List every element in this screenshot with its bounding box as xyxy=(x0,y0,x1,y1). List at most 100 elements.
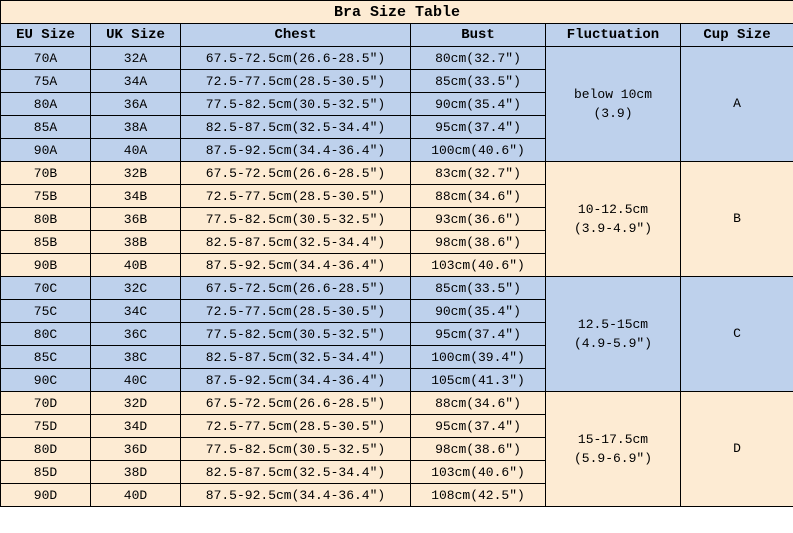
cell-eu: 70C xyxy=(1,277,91,300)
cell-eu: 85C xyxy=(1,346,91,369)
header-chest: Chest xyxy=(181,24,411,47)
cell-eu: 80D xyxy=(1,438,91,461)
cell-bust: 95cm(37.4") xyxy=(411,116,546,139)
cell-uk: 32D xyxy=(91,392,181,415)
cell-bust: 88cm(34.6") xyxy=(411,392,546,415)
cell-chest: 77.5-82.5cm(30.5-32.5") xyxy=(181,208,411,231)
cell-chest: 67.5-72.5cm(26.6-28.5") xyxy=(181,392,411,415)
cell-bust: 103cm(40.6") xyxy=(411,461,546,484)
cell-bust: 83cm(32.7") xyxy=(411,162,546,185)
header-row: EU Size UK Size Chest Bust Fluctuation C… xyxy=(1,24,793,47)
cell-uk: 40D xyxy=(91,484,181,507)
cell-bust: 105cm(41.3") xyxy=(411,369,546,392)
cell-fluctuation: 12.5-15cm(4.9-5.9") xyxy=(546,277,681,392)
cell-uk: 38A xyxy=(91,116,181,139)
table-row: 70D32D67.5-72.5cm(26.6-28.5")88cm(34.6")… xyxy=(1,392,793,415)
cell-chest: 72.5-77.5cm(28.5-30.5") xyxy=(181,415,411,438)
header-cup: Cup Size xyxy=(681,24,793,47)
cell-uk: 34D xyxy=(91,415,181,438)
cell-chest: 87.5-92.5cm(34.4-36.4") xyxy=(181,254,411,277)
cell-eu: 75D xyxy=(1,415,91,438)
cell-bust: 98cm(38.6") xyxy=(411,231,546,254)
cell-chest: 87.5-92.5cm(34.4-36.4") xyxy=(181,139,411,162)
cell-chest: 77.5-82.5cm(30.5-32.5") xyxy=(181,93,411,116)
cell-uk: 38C xyxy=(91,346,181,369)
cell-uk: 36B xyxy=(91,208,181,231)
cell-cup: A xyxy=(681,47,793,162)
cell-eu: 90C xyxy=(1,369,91,392)
cell-uk: 36D xyxy=(91,438,181,461)
cell-cup: C xyxy=(681,277,793,392)
cell-chest: 72.5-77.5cm(28.5-30.5") xyxy=(181,185,411,208)
cell-uk: 36A xyxy=(91,93,181,116)
header-fluctuation: Fluctuation xyxy=(546,24,681,47)
cell-bust: 85cm(33.5") xyxy=(411,277,546,300)
cell-eu: 75B xyxy=(1,185,91,208)
table-row: 70A32A67.5-72.5cm(26.6-28.5")80cm(32.7")… xyxy=(1,47,793,70)
cell-eu: 85D xyxy=(1,461,91,484)
cell-bust: 108cm(42.5") xyxy=(411,484,546,507)
cell-bust: 100cm(39.4") xyxy=(411,346,546,369)
header-uk: UK Size xyxy=(91,24,181,47)
cell-uk: 34A xyxy=(91,70,181,93)
cell-chest: 87.5-92.5cm(34.4-36.4") xyxy=(181,369,411,392)
cell-bust: 103cm(40.6") xyxy=(411,254,546,277)
cell-eu: 75A xyxy=(1,70,91,93)
cell-chest: 67.5-72.5cm(26.6-28.5") xyxy=(181,277,411,300)
cell-fluctuation: 10-12.5cm(3.9-4.9") xyxy=(546,162,681,277)
cell-uk: 38D xyxy=(91,461,181,484)
cell-cup: D xyxy=(681,392,793,507)
cell-uk: 34B xyxy=(91,185,181,208)
cell-chest: 67.5-72.5cm(26.6-28.5") xyxy=(181,162,411,185)
cell-eu: 80A xyxy=(1,93,91,116)
cell-uk: 40A xyxy=(91,139,181,162)
cell-bust: 90cm(35.4") xyxy=(411,300,546,323)
cell-chest: 77.5-82.5cm(30.5-32.5") xyxy=(181,438,411,461)
title-row: Bra Size Table xyxy=(1,1,793,24)
cell-uk: 32A xyxy=(91,47,181,70)
cell-bust: 93cm(36.6") xyxy=(411,208,546,231)
cell-bust: 95cm(37.4") xyxy=(411,323,546,346)
cell-cup: B xyxy=(681,162,793,277)
cell-chest: 82.5-87.5cm(32.5-34.4") xyxy=(181,116,411,139)
table-title: Bra Size Table xyxy=(1,1,793,24)
cell-uk: 34C xyxy=(91,300,181,323)
cell-eu: 85B xyxy=(1,231,91,254)
cell-uk: 40C xyxy=(91,369,181,392)
cell-eu: 85A xyxy=(1,116,91,139)
cell-bust: 85cm(33.5") xyxy=(411,70,546,93)
cell-uk: 32C xyxy=(91,277,181,300)
cell-chest: 77.5-82.5cm(30.5-32.5") xyxy=(181,323,411,346)
cell-uk: 36C xyxy=(91,323,181,346)
cell-bust: 100cm(40.6") xyxy=(411,139,546,162)
cell-uk: 32B xyxy=(91,162,181,185)
header-eu: EU Size xyxy=(1,24,91,47)
cell-uk: 38B xyxy=(91,231,181,254)
size-table-wrap: Bra Size Table EU Size UK Size Chest Bus… xyxy=(0,0,793,533)
cell-eu: 75C xyxy=(1,300,91,323)
cell-uk: 40B xyxy=(91,254,181,277)
cell-chest: 87.5-92.5cm(34.4-36.4") xyxy=(181,484,411,507)
cell-fluctuation: below 10cm(3.9) xyxy=(546,47,681,162)
cell-chest: 72.5-77.5cm(28.5-30.5") xyxy=(181,300,411,323)
cell-eu: 90D xyxy=(1,484,91,507)
cell-fluctuation: 15-17.5cm(5.9-6.9") xyxy=(546,392,681,507)
table-row: 70B32B67.5-72.5cm(26.6-28.5")83cm(32.7")… xyxy=(1,162,793,185)
cell-chest: 82.5-87.5cm(32.5-34.4") xyxy=(181,231,411,254)
cell-eu: 90B xyxy=(1,254,91,277)
cell-eu: 80C xyxy=(1,323,91,346)
cell-bust: 80cm(32.7") xyxy=(411,47,546,70)
cell-bust: 88cm(34.6") xyxy=(411,185,546,208)
cell-eu: 80B xyxy=(1,208,91,231)
header-bust: Bust xyxy=(411,24,546,47)
table-body: 70A32A67.5-72.5cm(26.6-28.5")80cm(32.7")… xyxy=(1,47,793,507)
cell-bust: 90cm(35.4") xyxy=(411,93,546,116)
table-row: 70C32C67.5-72.5cm(26.6-28.5")85cm(33.5")… xyxy=(1,277,793,300)
cell-chest: 72.5-77.5cm(28.5-30.5") xyxy=(181,70,411,93)
cell-chest: 82.5-87.5cm(32.5-34.4") xyxy=(181,461,411,484)
cell-eu: 90A xyxy=(1,139,91,162)
cell-eu: 70D xyxy=(1,392,91,415)
cell-eu: 70B xyxy=(1,162,91,185)
cell-bust: 98cm(38.6") xyxy=(411,438,546,461)
cell-chest: 82.5-87.5cm(32.5-34.4") xyxy=(181,346,411,369)
